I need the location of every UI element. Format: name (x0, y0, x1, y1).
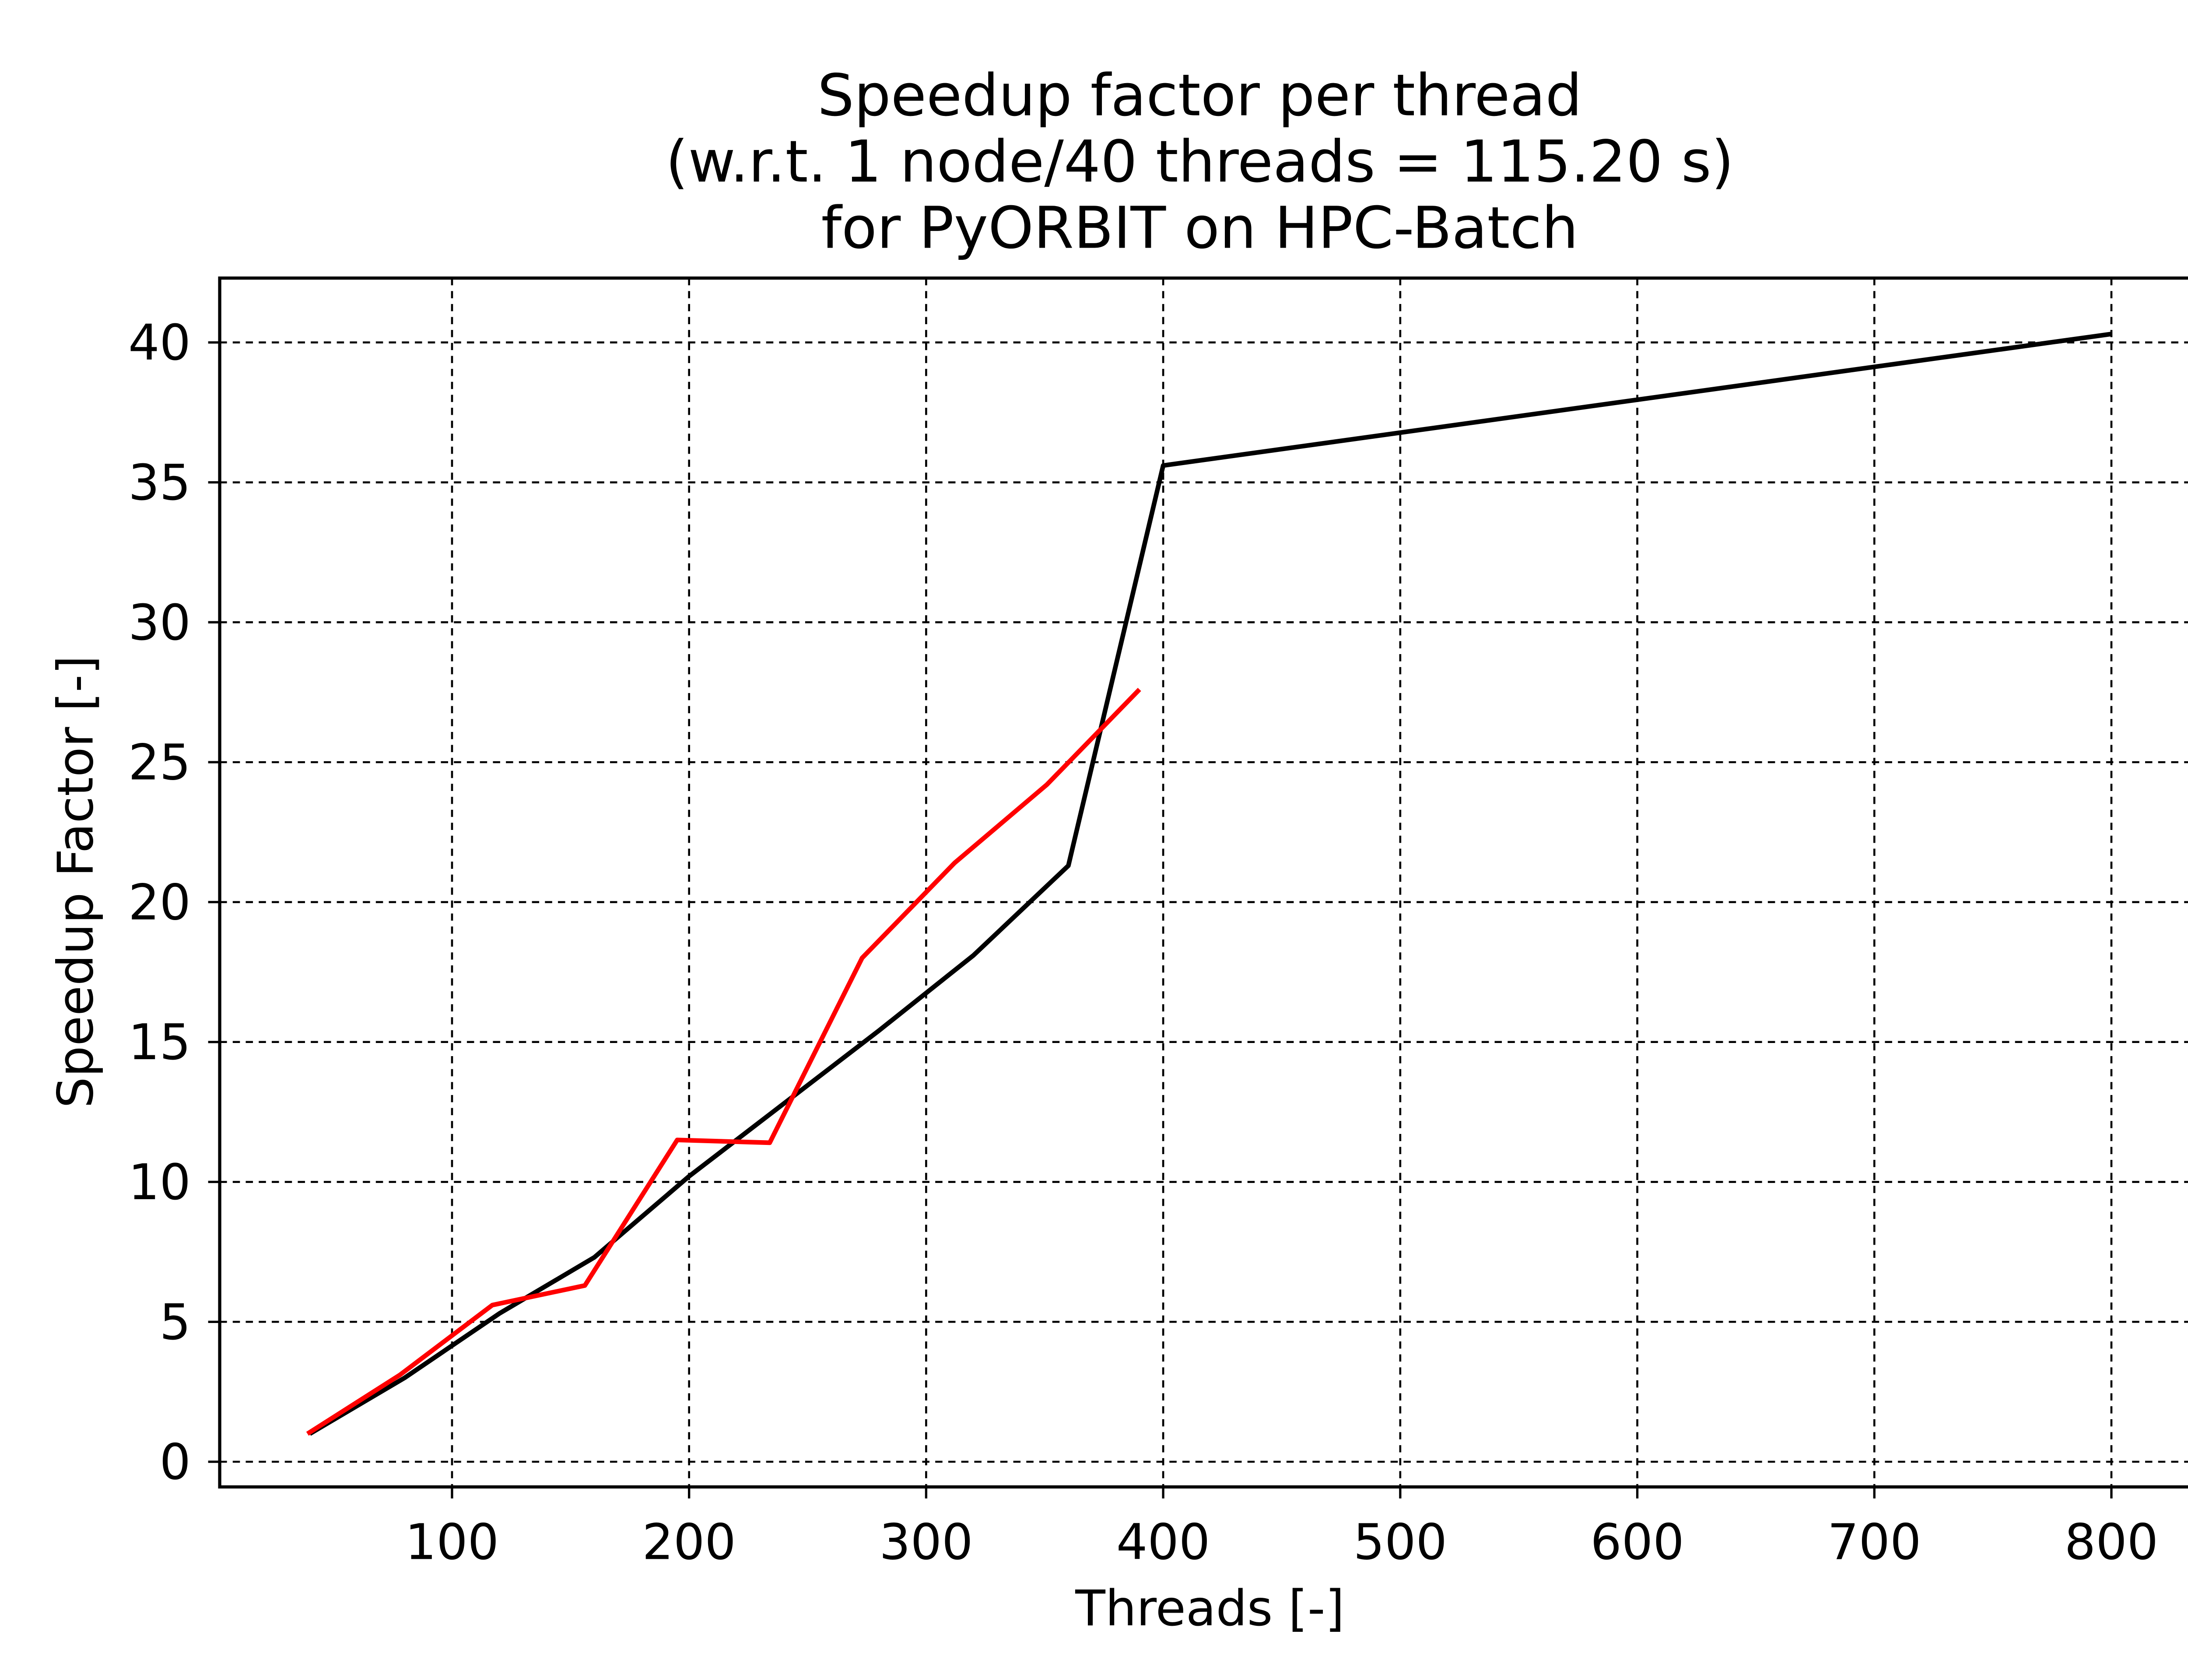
y-tick-label: 15 (128, 1014, 191, 1071)
x-tick-label: 500 (1353, 1514, 1447, 1571)
axis-ticks: 100 200 300 400 500 600 700 800 0 5 10 15 20 25 30 35 40 (128, 315, 2158, 1571)
chart-title: Speedup factor per thread (w.r.t. 1 node… (666, 63, 1734, 262)
grid (220, 278, 2188, 1487)
series-line-1 (309, 332, 2112, 1436)
chart-title-line-1: Speedup factor per thread (817, 63, 1582, 130)
y-axis-label: Speedup Factor [-] (47, 655, 104, 1108)
series-layer (306, 332, 2112, 1436)
y-tick-label: 40 (128, 315, 191, 371)
x-tick-label: 700 (1827, 1514, 1921, 1571)
y-tick-label: 35 (128, 455, 191, 511)
x-axis-label: Threads [-] (1075, 1580, 1344, 1637)
x-tick-label: 300 (879, 1514, 973, 1571)
plot-frame (218, 276, 2188, 1489)
x-tick-label: 600 (1590, 1514, 1684, 1571)
y-tick-label: 30 (128, 595, 191, 651)
chart-title-line-2: (w.r.t. 1 node/40 threads = 115.20 s) (666, 129, 1734, 196)
y-tick-label: 20 (128, 875, 191, 931)
x-tick-label: 100 (405, 1514, 499, 1571)
y-tick-label: 5 (160, 1294, 191, 1351)
x-tick-label: 400 (1116, 1514, 1210, 1571)
x-tick-label: 800 (2065, 1514, 2158, 1571)
x-tick-label: 200 (642, 1514, 736, 1571)
y-tick-label: 25 (128, 735, 191, 791)
chart-title-line-3: for PyORBIT on HPC-Batch (821, 195, 1578, 262)
y-tick-label: 0 (160, 1434, 191, 1491)
series-line-2 (306, 688, 1141, 1436)
y-tick-label: 10 (128, 1154, 191, 1211)
